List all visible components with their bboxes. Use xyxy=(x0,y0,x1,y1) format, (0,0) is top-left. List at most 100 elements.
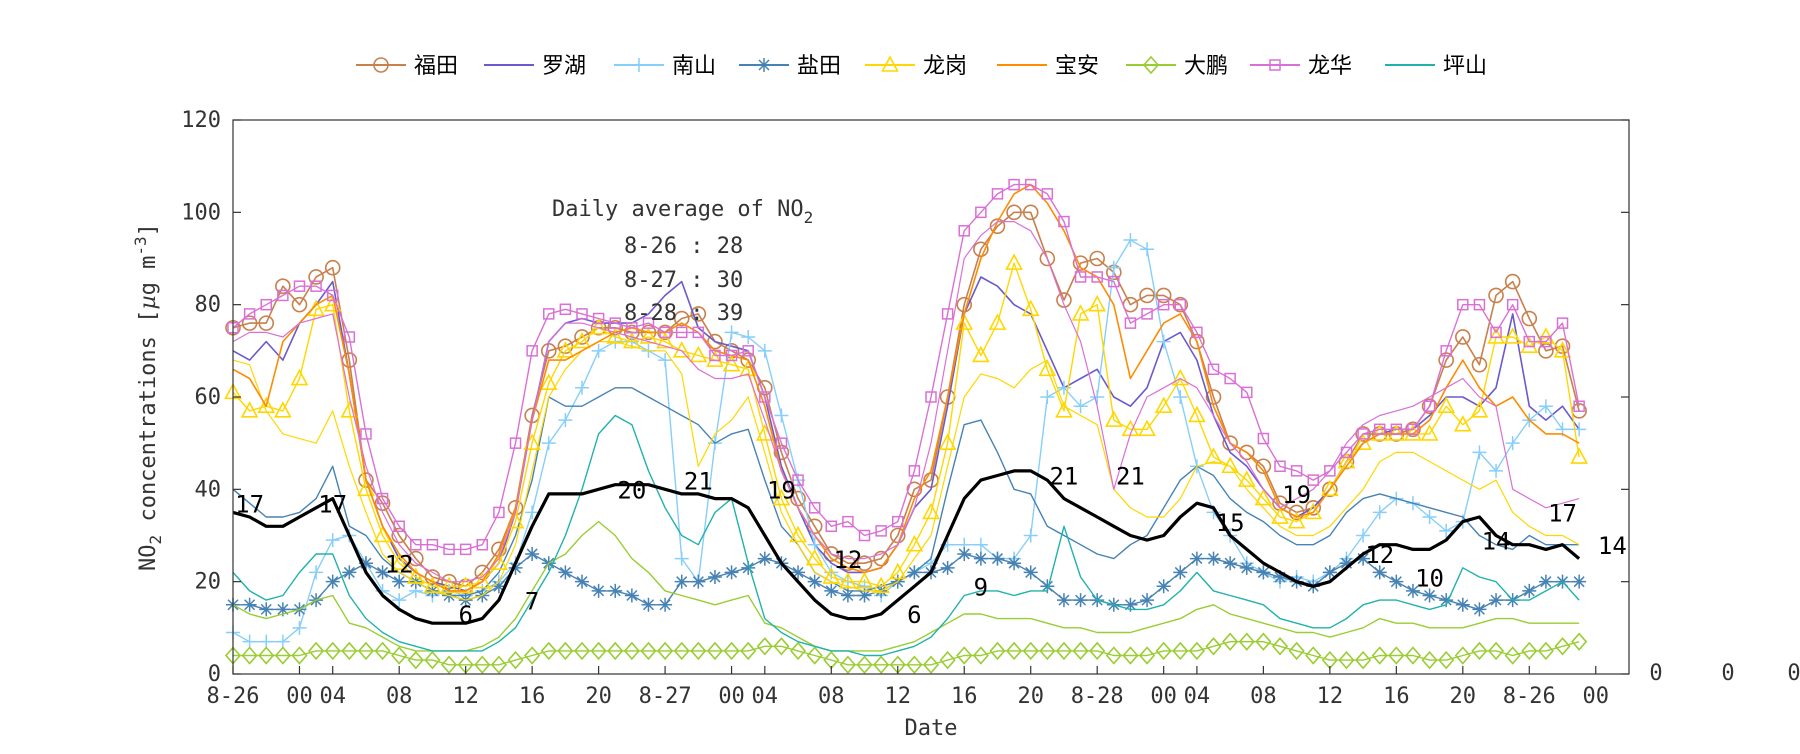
data-point xyxy=(575,380,589,395)
data-point xyxy=(855,571,874,589)
data-point xyxy=(973,537,988,552)
data-point xyxy=(557,641,574,661)
legend-label: 南山 xyxy=(672,54,716,79)
data-point xyxy=(773,444,790,461)
data-point xyxy=(656,331,674,349)
data-point xyxy=(725,349,738,362)
data-point xyxy=(1389,574,1404,589)
data-point xyxy=(741,329,756,344)
data-point xyxy=(673,641,690,661)
legend-label: 罗湖 xyxy=(542,54,586,79)
data-point xyxy=(1138,419,1156,437)
data-point xyxy=(308,641,325,661)
data-point xyxy=(1455,597,1470,612)
data-point xyxy=(1173,390,1188,404)
legend-entry: 宝安 xyxy=(997,54,1099,79)
series-龙华 xyxy=(227,178,1585,556)
data-point xyxy=(1305,499,1322,516)
data-point xyxy=(857,588,872,603)
data-point xyxy=(324,641,341,661)
data-point xyxy=(440,655,458,674)
data-point xyxy=(1156,579,1171,594)
series-坪山 xyxy=(232,414,1580,657)
x-tick-label: 08 xyxy=(386,684,413,709)
data-point xyxy=(958,225,970,237)
data-point xyxy=(709,349,721,362)
data-point xyxy=(1453,415,1472,432)
data-point xyxy=(1222,632,1239,651)
data-point xyxy=(1172,641,1189,661)
data-point xyxy=(1404,646,1422,665)
data-point xyxy=(907,565,922,580)
series-大鹏 xyxy=(224,632,1588,674)
data-point xyxy=(526,345,538,357)
data-point xyxy=(1372,565,1387,580)
series-line xyxy=(232,183,1580,551)
data-point xyxy=(723,641,740,661)
data-point xyxy=(706,641,724,661)
data-point xyxy=(274,401,292,418)
data-point xyxy=(1471,356,1488,373)
data-point xyxy=(390,553,409,571)
data-point xyxy=(1141,308,1153,320)
data-point xyxy=(423,576,442,594)
data-point xyxy=(459,543,472,556)
series-line xyxy=(232,183,1580,592)
data-point xyxy=(277,289,289,302)
data-point xyxy=(1254,488,1273,506)
series-layer xyxy=(224,178,1588,674)
data-point xyxy=(1487,641,1505,661)
y-tick-label: 80 xyxy=(195,293,222,318)
data-point xyxy=(1055,641,1073,661)
x-tick-label: 12 xyxy=(885,684,912,709)
data-point xyxy=(1339,556,1354,571)
legend-marker xyxy=(1269,59,1281,71)
data-point xyxy=(658,597,673,612)
data-point xyxy=(558,565,573,580)
data-point xyxy=(825,520,838,533)
data-point xyxy=(242,597,257,612)
legend-marker xyxy=(1142,55,1160,75)
legend-marker xyxy=(373,57,389,73)
data-point xyxy=(1023,528,1038,543)
data-point xyxy=(1553,341,1572,358)
data-point xyxy=(426,538,439,551)
data-point xyxy=(1454,646,1471,665)
data-point xyxy=(1571,632,1588,651)
data-point xyxy=(1357,428,1369,440)
data-point xyxy=(1058,215,1070,228)
data-point xyxy=(839,571,857,589)
data-point xyxy=(1404,424,1422,441)
data-point xyxy=(642,317,655,329)
x-tick-label: 08 xyxy=(1250,684,1277,709)
data-point xyxy=(1457,298,1469,311)
data-point xyxy=(1255,632,1272,651)
data-point xyxy=(443,543,455,556)
data-point xyxy=(1324,465,1336,477)
data-point xyxy=(1156,334,1171,349)
data-point xyxy=(1489,463,1504,478)
data-point xyxy=(690,641,707,661)
data-point xyxy=(1371,646,1388,665)
data-point xyxy=(925,391,937,403)
data-point xyxy=(842,515,854,528)
y-tick-label: 40 xyxy=(195,477,222,502)
data-point xyxy=(275,278,291,295)
legend-label: 盐田 xyxy=(797,54,841,79)
data-point xyxy=(689,345,708,363)
x-tick-label: 16 xyxy=(1383,684,1410,709)
legend-label: 大鹏 xyxy=(1184,54,1228,79)
data-point xyxy=(1154,396,1173,414)
data-point xyxy=(592,312,605,325)
data-point xyxy=(407,650,424,670)
data-point xyxy=(1421,650,1438,670)
data-point xyxy=(873,655,890,674)
data-point xyxy=(1304,502,1323,520)
data-point xyxy=(1522,583,1537,598)
data-point xyxy=(1356,551,1371,566)
data-point xyxy=(1439,523,1454,538)
data-point xyxy=(309,565,324,580)
data-point xyxy=(875,525,887,537)
legend-entry: 龙华 xyxy=(1250,54,1352,79)
data-point xyxy=(722,354,741,372)
